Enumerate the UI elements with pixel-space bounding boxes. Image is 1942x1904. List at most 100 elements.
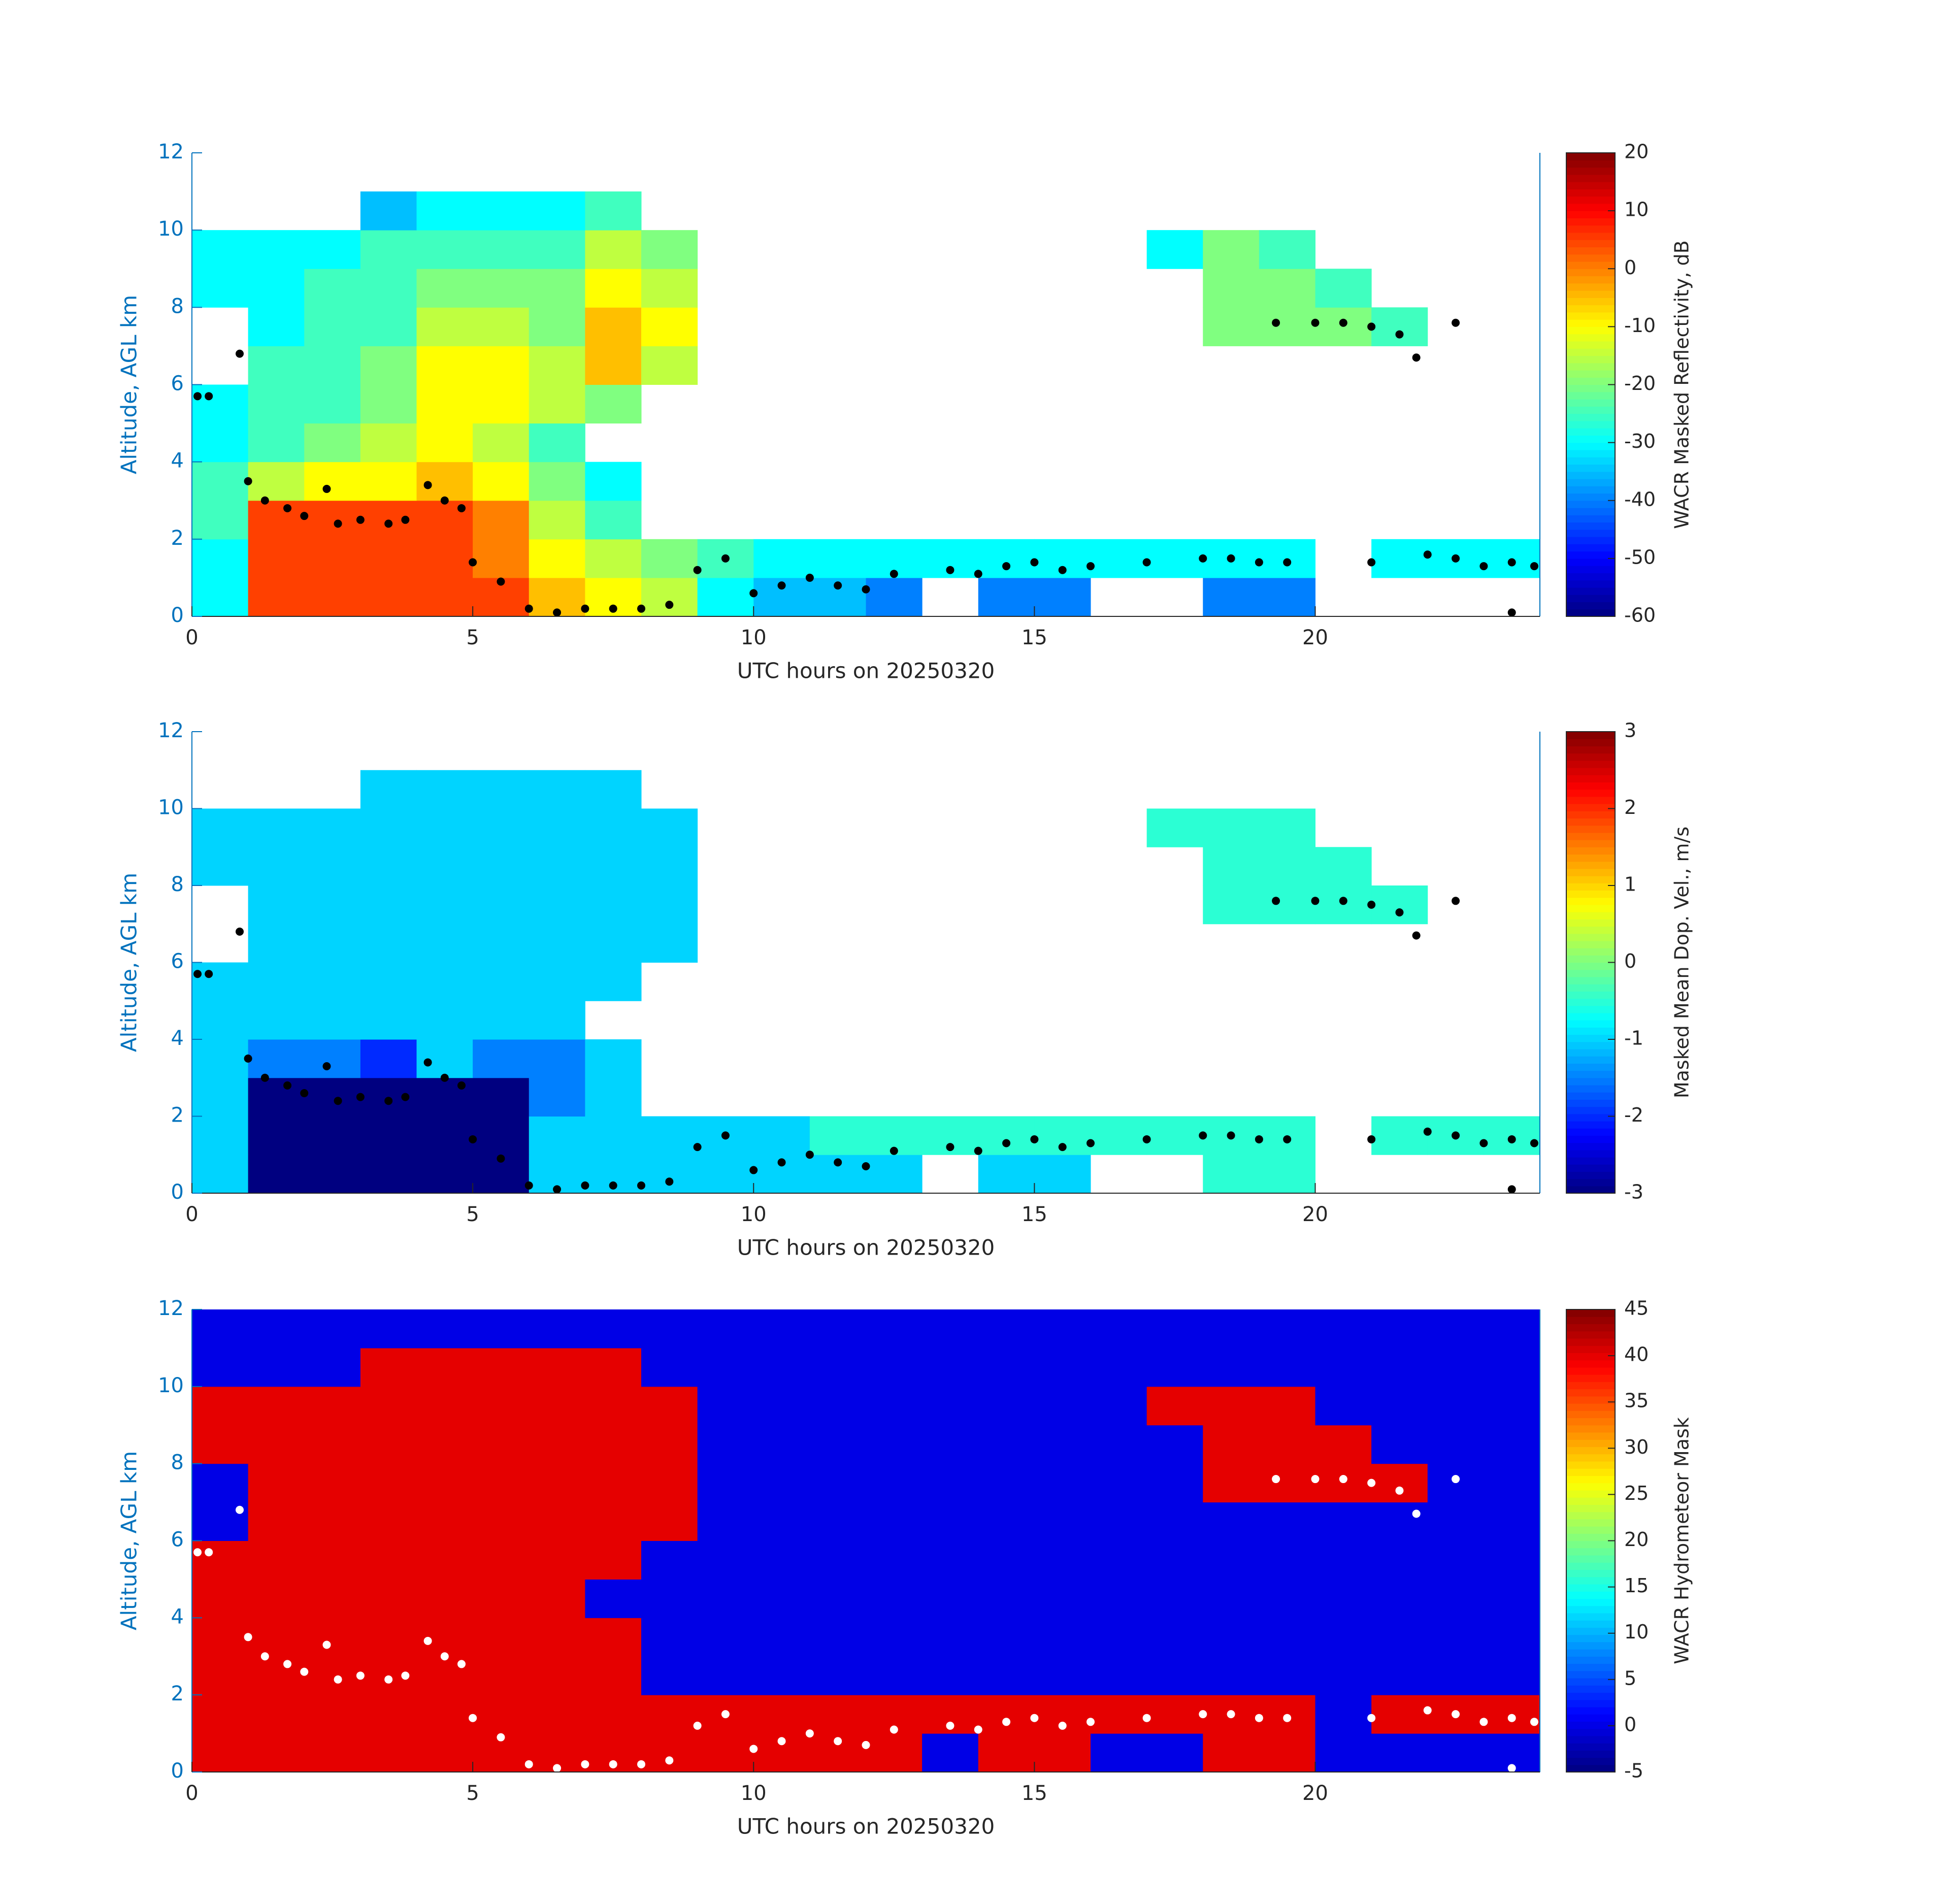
heatmap-cell — [697, 1386, 754, 1426]
heatmap-cell — [1091, 1116, 1147, 1155]
heatmap-cell — [1484, 1540, 1540, 1580]
cloud-base-point — [1311, 318, 1320, 327]
cloud-base-point — [1479, 1718, 1488, 1726]
cloud-base-point — [749, 1745, 758, 1753]
colorbar-step — [1566, 1157, 1615, 1165]
cloud-base-point — [637, 1760, 645, 1768]
heatmap-cell — [1203, 808, 1260, 847]
colorbar-step — [1566, 232, 1615, 240]
heatmap-cell — [809, 1425, 866, 1464]
heatmap-cell — [473, 1656, 530, 1695]
colorbar-step — [1566, 1461, 1615, 1469]
colorbar-tick-label: 3 — [1624, 719, 1636, 742]
heatmap-cell — [585, 962, 642, 1001]
colorbar-step — [1566, 1526, 1615, 1534]
heatmap-cell — [641, 1425, 698, 1464]
cloud-base-point — [665, 601, 674, 609]
cloud-base-point — [1339, 897, 1347, 905]
colorbar-step — [1566, 1389, 1615, 1397]
heatmap-cell — [585, 384, 642, 424]
heatmap-cell — [248, 1116, 305, 1155]
heatmap-cell — [360, 230, 417, 269]
colorbar-step — [1566, 587, 1615, 595]
heatmap-cell — [473, 462, 530, 501]
heatmap-cell — [360, 1463, 417, 1503]
heatmap-cell — [304, 423, 361, 463]
heatmap-cell — [248, 500, 305, 540]
heatmap-cell — [1034, 1309, 1091, 1349]
colorbar-step — [1566, 1121, 1615, 1129]
y-tick-label: 8 — [171, 873, 184, 896]
heatmap-cell — [473, 1695, 530, 1734]
heatmap-cell — [809, 1579, 866, 1618]
heatmap-cell — [416, 423, 473, 463]
heatmap-cell — [473, 384, 530, 424]
colorbar-tick-label: 35 — [1624, 1390, 1649, 1412]
cloud-base-point — [637, 604, 645, 613]
colorbar-step — [1566, 1584, 1615, 1592]
cloud-base-point — [260, 1652, 269, 1661]
heatmap-cell — [473, 423, 530, 463]
cloud-base-point — [384, 1675, 393, 1684]
heatmap-cell — [416, 1579, 473, 1618]
heatmap-cell — [1091, 1425, 1147, 1464]
heatmap-cell — [1371, 1309, 1428, 1349]
colorbar-step — [1566, 493, 1615, 501]
heatmap-cell — [1484, 1309, 1540, 1349]
cloud-base-point — [609, 1760, 617, 1768]
heatmap-cell — [248, 1656, 305, 1695]
heatmap-cell — [978, 1579, 1035, 1618]
heatmap-cell — [1034, 1155, 1091, 1194]
heatmap-cell — [416, 770, 473, 809]
heatmap-cell — [360, 1733, 417, 1772]
colorbar-step — [1566, 1331, 1615, 1339]
heatmap-cell — [1203, 1309, 1260, 1349]
x-tick-label: 20 — [1302, 1203, 1328, 1226]
cloud-base-point — [283, 504, 292, 512]
x-tick-label: 20 — [1302, 626, 1328, 649]
colorbar-step — [1566, 334, 1615, 342]
heatmap-cell — [922, 1618, 979, 1657]
cloud-base-point — [334, 1097, 342, 1105]
heatmap-cell — [1315, 1540, 1372, 1580]
colorbar-step — [1566, 760, 1615, 768]
heatmap-cell — [304, 1540, 361, 1580]
colorbar-step — [1566, 544, 1615, 552]
colorbar-step — [1566, 1128, 1615, 1136]
heatmap-cell — [192, 1618, 249, 1657]
colorbar-tick-label: -1 — [1624, 1027, 1643, 1049]
heatmap-cell — [248, 1386, 305, 1426]
heatmap-cell — [1315, 269, 1372, 308]
heatmap-cell — [192, 423, 249, 463]
heatmap-cell — [304, 346, 361, 385]
heatmap-cell — [360, 384, 417, 424]
colorbar-step — [1566, 1309, 1615, 1317]
colorbar-step — [1566, 442, 1615, 450]
colorbar-step — [1566, 1562, 1615, 1570]
heatmap-cell — [1146, 1463, 1203, 1503]
heatmap-cell — [473, 346, 530, 385]
colorbar-step — [1566, 1113, 1615, 1122]
cloud-base-point — [1367, 322, 1376, 331]
heatmap-cell — [248, 269, 305, 308]
heatmap-cell — [1203, 1618, 1260, 1657]
cloud-base-point — [946, 566, 954, 574]
heatmap-cell — [529, 885, 585, 925]
x-tick-label: 15 — [1022, 626, 1047, 649]
colorbar-step — [1566, 348, 1615, 356]
heatmap-cell — [1034, 1348, 1091, 1387]
heatmap-cell — [1315, 1386, 1372, 1426]
y-tick-label: 4 — [171, 1027, 184, 1050]
heatmap-cell — [360, 1425, 417, 1464]
colorbar-step — [1566, 1663, 1615, 1671]
heatmap-cell — [1259, 885, 1315, 925]
colorbar-tick-label: -5 — [1624, 1760, 1643, 1782]
colorbar-step — [1566, 1178, 1615, 1187]
colorbar-step — [1566, 976, 1615, 984]
heatmap-cell — [529, 384, 585, 424]
heatmap-cell — [416, 577, 473, 617]
colorbar-step — [1566, 551, 1615, 559]
heatmap-cell — [192, 1309, 249, 1349]
colorbar-label: Masked Mean Dop. Vel., m/s — [1671, 827, 1693, 1098]
